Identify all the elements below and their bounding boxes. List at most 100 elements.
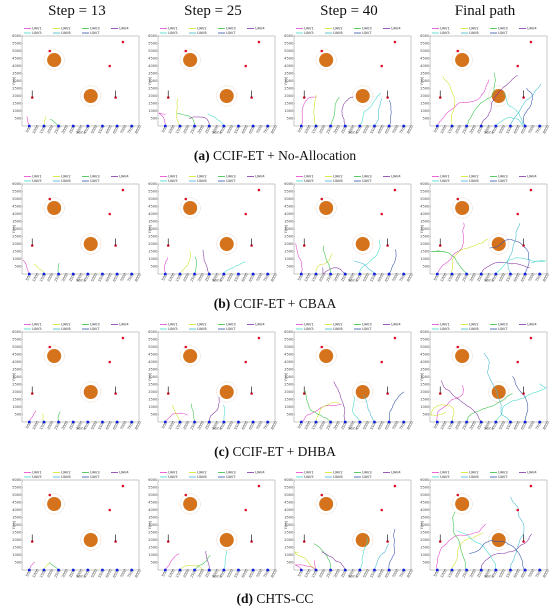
obstacle-boundary bbox=[315, 345, 337, 367]
x-tick-label: 1500 bbox=[175, 272, 183, 282]
legend-label-uav1: UAV1 bbox=[440, 27, 450, 31]
start-point-5 bbox=[358, 272, 362, 276]
start-point-1 bbox=[27, 124, 31, 128]
start-point-2 bbox=[314, 272, 318, 276]
target-2 bbox=[108, 508, 112, 512]
target-3 bbox=[121, 484, 125, 488]
legend-label-uav7: UAV7 bbox=[90, 179, 100, 183]
trajectory-uav5 bbox=[495, 92, 524, 127]
y-tick-label: 1500 bbox=[12, 546, 22, 550]
trajectory-uav3 bbox=[304, 390, 331, 423]
start-points bbox=[163, 420, 270, 424]
start-point-4 bbox=[207, 272, 211, 276]
x-tick-label: 5500 bbox=[370, 568, 378, 578]
legend: UAV1 UAV2 UAV3 UAV4 UAV5 UAV6 UAV7 bbox=[432, 323, 537, 331]
trajectory-uav2 bbox=[43, 116, 47, 127]
y-axis-ticks: 500 1000 1500 2000 2500 3000 3500 4000 4500 5000 5… bbox=[148, 34, 159, 121]
x-tick-label: 8000 bbox=[406, 568, 414, 578]
trajectory-uav1 bbox=[437, 222, 465, 275]
start-point-6 bbox=[373, 568, 376, 572]
x-tick-label: 5000 bbox=[226, 420, 234, 430]
legend-label-uav7: UAV7 bbox=[498, 31, 508, 35]
x-tick-label: 1500 bbox=[175, 568, 183, 578]
obstacle-2 bbox=[83, 532, 98, 548]
target-2 bbox=[108, 360, 112, 364]
legend-label-uav5: UAV5 bbox=[168, 327, 178, 331]
x-tick-label: 8000 bbox=[406, 272, 414, 282]
target-1 bbox=[456, 345, 460, 349]
legend-label-uav1: UAV1 bbox=[304, 175, 314, 179]
y-tick-label: 3000 bbox=[420, 79, 430, 83]
start-point-6 bbox=[509, 568, 512, 572]
legend-label-uav2: UAV2 bbox=[61, 323, 71, 327]
start-point-4 bbox=[71, 420, 75, 424]
x-tick-label: 6500 bbox=[384, 568, 392, 578]
trajectory-uav3 bbox=[194, 555, 211, 571]
x-tick-label: 8000 bbox=[406, 420, 414, 430]
start-point-5 bbox=[222, 568, 226, 572]
legend-label-uav2: UAV2 bbox=[333, 27, 343, 31]
y-tick-label: 2500 bbox=[284, 383, 294, 387]
plot-area bbox=[429, 479, 548, 571]
trajectory-uav6 bbox=[374, 543, 390, 571]
y-axis-ticks: 500 1000 1500 2000 2500 3000 3500 4000 4500 5000 5… bbox=[284, 182, 295, 269]
trajectories bbox=[294, 528, 396, 571]
x-axis-ticks: 500 1000 1500 2000 2500 3000 3500 4000 4500 5000 5… bbox=[161, 568, 278, 578]
start-point-1 bbox=[27, 420, 31, 424]
y-tick-label: 6000 bbox=[12, 34, 22, 38]
x-tick-label: 5500 bbox=[234, 124, 242, 134]
x-tick-label: 1000 bbox=[32, 124, 40, 134]
legend-label-uav6: UAV6 bbox=[197, 179, 207, 183]
trajectory-uav1 bbox=[165, 553, 180, 571]
legend-label-uav6: UAV6 bbox=[469, 327, 479, 331]
start-point-6 bbox=[509, 272, 512, 276]
y-axis-ticks: 500 1000 1500 2000 2500 3000 3500 4000 4500 5000 5… bbox=[284, 478, 295, 565]
x-tick-label: 5500 bbox=[234, 568, 242, 578]
x-tick-label: 4000 bbox=[484, 568, 492, 578]
start-point-3 bbox=[193, 568, 196, 572]
start-points bbox=[163, 568, 270, 572]
start-point-2 bbox=[42, 272, 46, 276]
legend-label-uav7: UAV7 bbox=[362, 475, 372, 479]
x-tick-label: 6500 bbox=[248, 568, 256, 578]
legend-label-uav5: UAV5 bbox=[440, 327, 450, 331]
legend-label-uav1: UAV1 bbox=[168, 471, 178, 475]
y-tick-label: 500 bbox=[15, 413, 23, 417]
legend-label-uav2: UAV2 bbox=[197, 471, 207, 475]
start-point-8 bbox=[130, 272, 134, 276]
start-points bbox=[163, 124, 270, 128]
legend: UAV1 UAV2 UAV3 UAV4 UAV5 UAV6 UAV7 bbox=[432, 175, 537, 183]
x-tick-label: 5500 bbox=[506, 420, 514, 430]
y-axis-ticks: 500 1000 1500 2000 2500 3000 3500 4000 4500 5000 5… bbox=[420, 34, 431, 121]
y-tick-label: 4000 bbox=[284, 360, 294, 364]
obstacle-boundary bbox=[216, 85, 238, 107]
x-tick-label: 6500 bbox=[520, 272, 528, 282]
start-point-2 bbox=[450, 124, 454, 128]
x-tick-label: 3500 bbox=[476, 124, 484, 134]
trajectories bbox=[295, 239, 397, 275]
x-tick-label: 1000 bbox=[304, 272, 312, 282]
x-tick-label: 3500 bbox=[204, 124, 212, 134]
x-tick-label: 2500 bbox=[54, 568, 62, 578]
y-tick-label: 2000 bbox=[148, 242, 158, 246]
start-point-2 bbox=[450, 420, 454, 424]
x-axis-label: X(m) bbox=[212, 279, 221, 283]
obstacle-1 bbox=[319, 496, 334, 512]
y-tick-label: 3000 bbox=[12, 227, 22, 231]
x-tick-label: 7500 bbox=[399, 568, 407, 578]
y-tick-label: 3000 bbox=[148, 227, 158, 231]
start-point-6 bbox=[101, 568, 104, 572]
y-tick-label: 2000 bbox=[148, 94, 158, 98]
panel-r2-c3: UAV1 UAV2 UAV3 UAV4 UAV5 UAV6 UAV7 500 1000 1500 2… bbox=[284, 174, 414, 282]
y-tick-label: 4500 bbox=[148, 353, 158, 357]
x-tick-label: 4000 bbox=[76, 568, 84, 578]
x-tick-label: 3500 bbox=[68, 124, 76, 134]
x-tick-label: 7500 bbox=[263, 124, 271, 134]
y-tick-label: 500 bbox=[423, 413, 431, 417]
legend-label-uav6: UAV6 bbox=[333, 475, 343, 479]
y-axis-label: Y(m) bbox=[148, 224, 152, 233]
start-point-4 bbox=[71, 272, 75, 276]
trajectory-uav3 bbox=[177, 112, 195, 127]
x-axis-ticks: 500 1000 1500 2000 2500 3000 3500 4000 4500 5000 5… bbox=[161, 124, 278, 134]
